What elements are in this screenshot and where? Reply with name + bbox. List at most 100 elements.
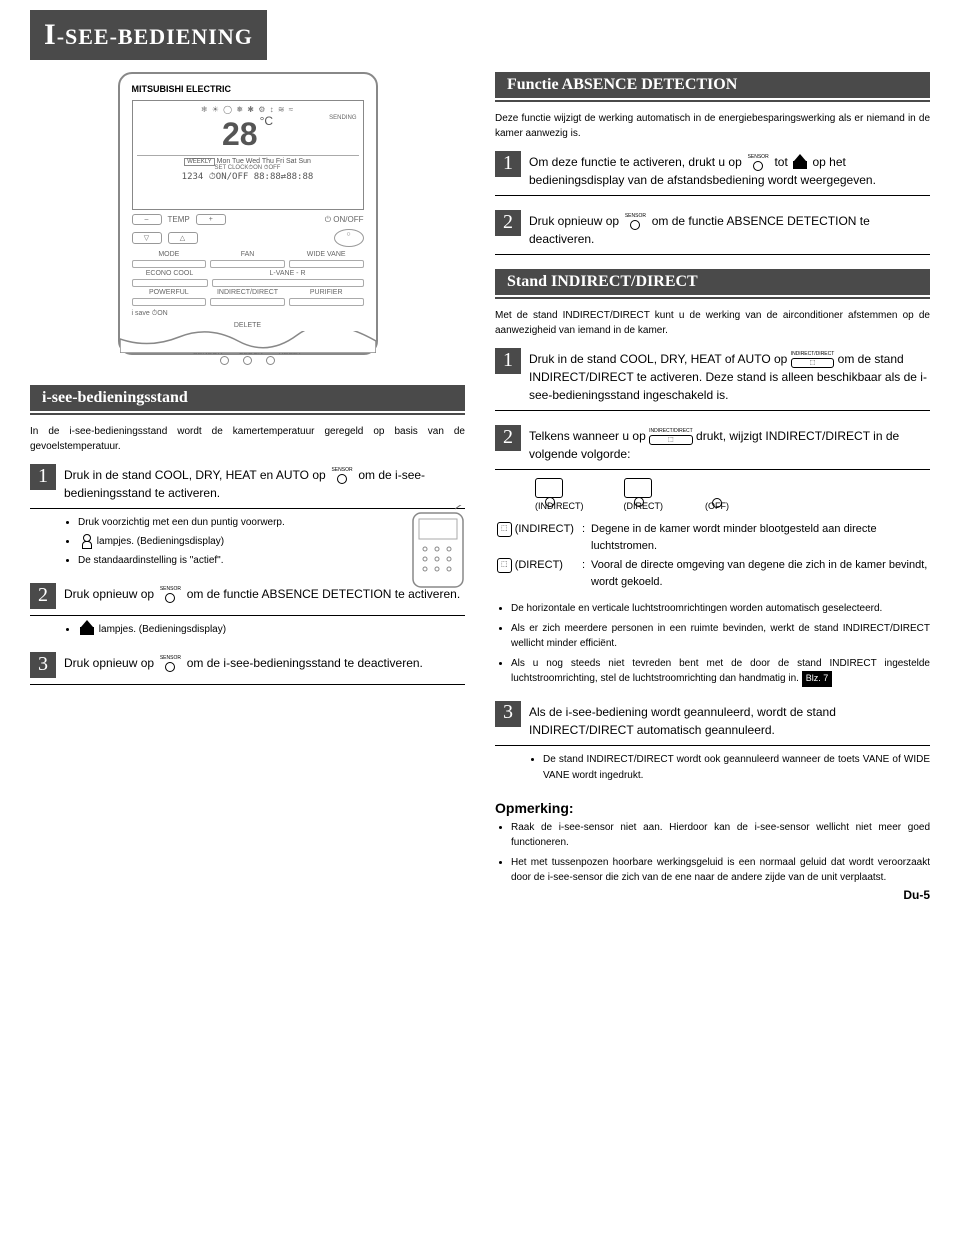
header-prefix: I <box>44 18 57 51</box>
lcd-timer: 1234 ⏱ON/OFF 88:88⇄88:88 <box>137 172 359 182</box>
powerful-button[interactable] <box>132 298 207 306</box>
left-step-3: 3 Druk opnieuw op om de i-see-bedienings… <box>30 652 465 685</box>
page-number: Du-5 <box>903 888 930 902</box>
absence-underline <box>495 100 930 102</box>
sub-text: De stand INDIRECT/DIRECT wordt ook geann… <box>543 752 930 784</box>
isee-desc: In de i-see-bedieningsstand wordt de kam… <box>30 425 465 454</box>
lvane-label: L-VANE - R <box>269 270 305 277</box>
remote-sketch-icon <box>405 505 475 595</box>
vane-icon: ⬚ <box>497 558 512 573</box>
step-number: 2 <box>30 583 56 609</box>
sensor-icon <box>624 214 646 230</box>
absence-step-1: 1 Om deze functie te activeren, drukt u … <box>495 151 930 196</box>
indirect-direct-icon: INDIRECT/DIRECT⬚ <box>791 352 835 368</box>
bullet: Als er zich meerdere personen in een rui… <box>511 621 930 651</box>
step-number: 3 <box>495 701 521 727</box>
bullet: Raak de i-see-sensor niet aan. Hierdoor … <box>511 820 930 850</box>
mode-off: (OFF) <box>703 478 731 511</box>
left-step-1: 1 Druk in de stand COOL, DRY, HEAT en AU… <box>30 464 465 569</box>
step-text: Druk in de stand COOL, DRY, HEAT of AUTO… <box>529 348 930 404</box>
step-sub: Druk voorzichtig met een dun puntig voor… <box>64 515 465 569</box>
inddir-label: INDIRECT/DIRECT <box>217 289 278 296</box>
absence-step-2: 2 Druk opnieuw op om de functie ABSENCE … <box>495 210 930 255</box>
step-number: 2 <box>495 425 521 451</box>
step-text: Druk opnieuw op om de i-see-bedieningsst… <box>64 652 465 672</box>
mode-button[interactable] <box>132 260 207 268</box>
remote-row-arrows: ▽ △ ○ <box>132 229 364 247</box>
sensor-icon <box>159 587 181 603</box>
step-number: 1 <box>30 464 56 490</box>
inddir-underline <box>495 297 930 299</box>
lcd-unit: °C <box>260 114 273 128</box>
inddir-step-3: 3 Als de i-see-bediening wordt geannulee… <box>495 701 930 784</box>
onoff-label: ⏻ ON/OFF <box>325 215 364 225</box>
left-step-2: 2 Druk opnieuw op om de functie ABSENCE … <box>30 583 465 638</box>
step-number: 1 <box>495 151 521 177</box>
lcd-top-icons: ❄ ☀ ◯ ❅ ✱ ⚙ ↕ ≋ ≈ <box>137 105 359 114</box>
page-header: I-SEE-BEDIENING <box>30 10 267 60</box>
house-icon <box>80 623 94 635</box>
bullet: Als u nog steeds niet tevreden bent met … <box>511 656 930 687</box>
lcd-setclock: SET CLOCK⏱ON ⏱OFF <box>137 165 359 172</box>
sub-text: lampjes. (Bedieningsdisplay) <box>99 624 226 635</box>
step-text: Als de i-see-bediening wordt geannuleerd… <box>529 701 930 739</box>
fan-button[interactable] <box>210 260 285 268</box>
desc-text: Degene in de kamer wordt minder blootges… <box>591 521 928 555</box>
indirect-direct-icon: INDIRECT/DIRECT⬚ <box>649 429 693 445</box>
purifier-button[interactable] <box>289 298 364 306</box>
remote-row-temp: – TEMP + ⏻ ON/OFF <box>132 214 364 225</box>
step-text: Druk in de stand COOL, DRY, HEAT en AUTO… <box>64 464 465 502</box>
lcd-temp: 28 <box>222 116 258 153</box>
purifier-label: PURIFIER <box>310 289 343 296</box>
bullet: Het met tussenpozen hoorbare werkingsgel… <box>511 855 930 885</box>
sub-text: Druk voorzichtig met een dun puntig voor… <box>78 517 285 528</box>
vane-icon <box>535 478 563 498</box>
note-heading: Opmerking: <box>495 800 930 816</box>
sensor-icon <box>747 155 769 171</box>
step-number: 3 <box>30 652 56 678</box>
remote-row-mode: MODE FAN WIDE VANE <box>132 251 364 268</box>
lcd-sending: SENDING <box>329 115 356 121</box>
widevane-button[interactable] <box>289 260 364 268</box>
sensor-icon <box>331 468 353 484</box>
temp-minus-button[interactable]: – <box>132 214 162 225</box>
power-button[interactable]: ○ <box>334 229 364 247</box>
step-number: 2 <box>495 210 521 236</box>
step-sub: lampjes. (Bedieningsdisplay) <box>64 622 465 638</box>
inddir-step-1: 1 Druk in de stand COOL, DRY, HEAT of AU… <box>495 348 930 411</box>
econo-button[interactable] <box>132 279 208 287</box>
remote-row-powerful: POWERFUL INDIRECT/DIRECT PURIFIER <box>132 289 364 306</box>
temp-plus-button[interactable]: + <box>196 214 226 225</box>
isave-label: i save ⏱ON <box>132 310 168 318</box>
fan-label: FAN <box>241 251 255 258</box>
mode-label: MODE <box>158 251 179 258</box>
header-rest: -SEE-BEDIENING <box>57 24 253 49</box>
delete-label: DELETE <box>132 322 364 329</box>
step-text: Druk opnieuw op om de functie ABSENCE DE… <box>529 210 930 248</box>
sub-text: lampjes. (Bedieningsdisplay) <box>97 536 224 547</box>
sensor-icon <box>159 656 181 672</box>
remote-row-isave: i save ⏱ON <box>132 310 364 318</box>
bullet: De horizontale en verticale luchtstroomr… <box>511 601 930 616</box>
sensor-dot-button[interactable] <box>220 356 229 365</box>
inddir-bullets: De horizontale en verticale luchtstroomr… <box>495 601 930 687</box>
up-button[interactable]: △ <box>168 232 198 244</box>
widevane-label: WIDE VANE <box>307 251 346 258</box>
page-ref-badge: Blz. 7 <box>802 671 833 687</box>
person-icon <box>80 534 92 548</box>
remote-row-econo: ECONO COOL L-VANE - R <box>132 270 364 287</box>
step-number: 1 <box>495 348 521 374</box>
lvane-button[interactable] <box>212 279 364 287</box>
reset-dot-button[interactable] <box>266 356 275 365</box>
inddir-button[interactable] <box>210 298 285 306</box>
clock-dot-button[interactable] <box>243 356 252 365</box>
inddir-desc-table: ⬚ (INDIRECT) : Degene in de kamer wordt … <box>495 519 930 593</box>
mode-direct: (DIRECT) <box>624 478 664 511</box>
house-icon <box>793 157 807 169</box>
absence-desc: Deze functie wijzigt de werking automati… <box>495 112 930 141</box>
down-button[interactable]: ▽ <box>132 232 162 244</box>
remote-brand: MITSUBISHI ELECTRIC <box>128 82 368 96</box>
absence-heading: Functie ABSENCE DETECTION <box>495 72 930 98</box>
step-sub: De stand INDIRECT/DIRECT wordt ook geann… <box>529 752 930 784</box>
inddir-step-2: 2 Telkens wanneer u op INDIRECT/DIRECT⬚ … <box>495 425 930 687</box>
